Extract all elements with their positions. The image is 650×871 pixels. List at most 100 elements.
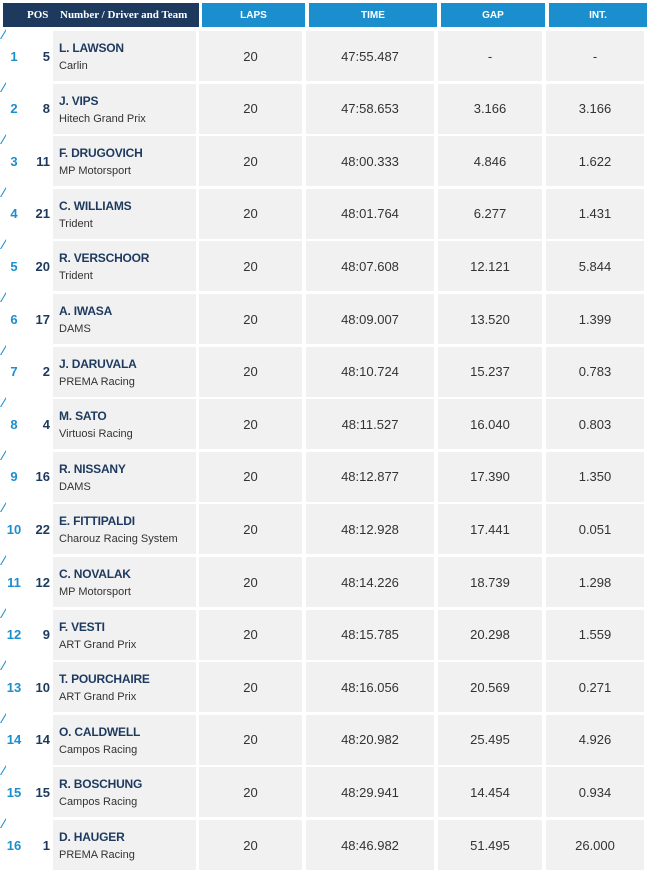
header-pos: POS <box>27 9 49 21</box>
table-row: 12 9 F. VESTI ART Grand Prix 20 48:15.785 20.2… <box>0 607 650 660</box>
laps-cell: 20 <box>199 714 302 765</box>
driver-team-cell[interactable]: R. BOSCHUNG Campos Racing <box>53 767 196 818</box>
header-gap[interactable]: GAP <box>441 3 545 27</box>
driver-name[interactable]: E. FITTIPALDI <box>59 514 135 529</box>
driver-team-cell[interactable]: C. NOVALAK MP Motorsport <box>53 557 196 607</box>
interval-cell: 0.051 <box>546 504 644 555</box>
time-cell: 48:15.785 <box>306 609 434 660</box>
driver-name[interactable]: F. DRUGOVICH <box>59 146 143 161</box>
interval-cell: 1.431 <box>546 188 644 239</box>
driver-team-cell[interactable]: R. NISSANY DAMS <box>53 451 196 502</box>
laps-cell: 20 <box>199 662 302 713</box>
driver-team-cell[interactable]: F. VESTI ART Grand Prix <box>53 609 196 660</box>
car-number: 20 <box>35 258 50 274</box>
driver-team-cell[interactable]: C. WILLIAMS Trident <box>53 188 196 239</box>
gap-cell: 20.298 <box>438 609 542 660</box>
gap-cell: 17.441 <box>438 504 542 555</box>
driver-name[interactable]: R. VERSCHOOR <box>59 251 150 266</box>
driver-team-cell[interactable]: O. CALDWELL Campos Racing <box>53 714 196 765</box>
position-marker-icon <box>0 239 6 250</box>
car-number: 17 <box>35 311 50 327</box>
position: 5 <box>10 258 18 274</box>
driver-name[interactable]: R. BOSCHUNG <box>59 777 143 792</box>
driver-name[interactable]: C. NOVALAK <box>59 567 131 581</box>
interval-cell: 0.783 <box>546 346 644 397</box>
driver-team-cell[interactable]: J. VIPS Hitech Grand Prix <box>53 83 196 134</box>
gap-cell: 17.390 <box>438 451 542 502</box>
driver-team-cell[interactable]: J. DARUVALA PREMA Racing <box>53 346 196 397</box>
team-name: Hitech Grand Prix <box>59 112 146 125</box>
header-time[interactable]: TIME <box>309 3 437 27</box>
driver-name[interactable]: L. LAWSON <box>59 41 124 55</box>
interval-cell: 1.399 <box>546 294 644 344</box>
gap-cell: 20.569 <box>438 662 542 713</box>
position: 8 <box>10 416 18 432</box>
time-cell: 48:11.527 <box>306 399 434 450</box>
laps-cell: 20 <box>199 504 302 555</box>
position-marker-icon <box>0 449 6 460</box>
time-cell: 48:20.982 <box>306 714 434 765</box>
table-row: 8 4 M. SATO Virtuosi Racing 20 48:11.527 16.04… <box>0 397 650 450</box>
time-cell: 47:58.653 <box>306 83 434 134</box>
interval-cell: 4.926 <box>546 714 644 765</box>
gap-cell: 13.520 <box>438 294 542 344</box>
time-cell: 48:12.877 <box>306 451 434 502</box>
team-name: Carlin <box>59 60 88 72</box>
position: 2 <box>10 101 18 117</box>
car-number: 8 <box>42 101 50 117</box>
laps-cell: 20 <box>199 820 302 870</box>
table-row: 4 21 C. WILLIAMS Trident 20 48:01.764 6.277 1.4… <box>0 186 650 239</box>
driver-name[interactable]: O. CALDWELL <box>59 724 141 739</box>
header-laps[interactable]: LAPS <box>202 3 305 27</box>
driver-team-cell[interactable]: D. HAUGER PREMA Racing <box>53 820 196 870</box>
driver-team-cell[interactable]: A. IWASA DAMS <box>53 294 196 344</box>
interval-cell: 1.298 <box>546 557 644 607</box>
gap-cell: 51.495 <box>438 820 542 870</box>
team-name: MP Motorsport <box>59 586 131 598</box>
driver-name[interactable]: M. SATO <box>59 409 107 424</box>
position-marker-icon <box>0 81 6 92</box>
driver-team-cell[interactable]: L. LAWSON Carlin <box>53 31 196 81</box>
laps-cell: 20 <box>199 241 302 292</box>
driver-name[interactable]: R. NISSANY <box>59 461 126 476</box>
table-row: 11 12 C. NOVALAK MP Motorsport 20 48:14.226 18… <box>0 555 650 607</box>
table-row: 10 22 E. FITTIPALDI Charouz Racing System 20… <box>0 502 650 555</box>
header-pos-driver: POS Number / Driver and Team <box>3 3 199 27</box>
position: 11 <box>7 574 21 590</box>
interval-cell: 0.803 <box>546 399 644 450</box>
interval-cell: - <box>546 31 644 81</box>
interval-cell: 0.934 <box>546 767 644 818</box>
driver-team-cell[interactable]: R. VERSCHOOR Trident <box>53 241 196 292</box>
time-cell: 48:16.056 <box>306 662 434 713</box>
team-name: Campos Racing <box>59 796 138 809</box>
time-cell: 48:14.226 <box>306 557 434 607</box>
team-name: PREMA Racing <box>59 375 135 388</box>
gap-cell: 25.495 <box>438 714 542 765</box>
position-marker-icon <box>0 344 6 355</box>
driver-name[interactable]: F. VESTI <box>59 619 105 634</box>
driver-team-cell[interactable]: T. POURCHAIRE ART Grand Prix <box>53 662 196 713</box>
driver-name[interactable]: T. POURCHAIRE <box>59 672 150 687</box>
driver-team-cell[interactable]: E. FITTIPALDI Charouz Racing System <box>53 504 196 555</box>
driver-name[interactable]: C. WILLIAMS <box>59 198 132 213</box>
header-int[interactable]: INT. <box>549 3 647 27</box>
driver-team-cell[interactable]: M. SATO Virtuosi Racing <box>53 399 196 450</box>
gap-cell: 12.121 <box>438 241 542 292</box>
driver-name[interactable]: J. VIPS <box>59 93 99 108</box>
driver-name[interactable]: A. IWASA <box>59 304 113 318</box>
laps-cell: 20 <box>199 767 302 818</box>
team-name: Campos Racing <box>59 743 138 756</box>
driver-name[interactable]: J. DARUVALA <box>59 356 137 371</box>
time-cell: 48:46.982 <box>306 820 434 870</box>
table-row: 9 16 R. NISSANY DAMS 20 48:12.877 17.390 1.350 <box>0 449 650 502</box>
gap-cell: 15.237 <box>438 346 542 397</box>
car-number: 2 <box>42 364 50 380</box>
driver-name[interactable]: D. HAUGER <box>59 830 125 844</box>
table-row: 13 10 T. POURCHAIRE ART Grand Prix 20 48:16.0… <box>0 660 650 713</box>
table-row: 16 1 D. HAUGER PREMA Racing 20 48:46.982 51.49… <box>0 818 650 870</box>
gap-cell: 4.846 <box>438 136 542 187</box>
car-number: 11 <box>36 153 50 169</box>
driver-team-cell[interactable]: F. DRUGOVICH MP Motorsport <box>53 136 196 187</box>
position-marker-icon <box>0 765 6 776</box>
position: 1 <box>10 48 18 64</box>
